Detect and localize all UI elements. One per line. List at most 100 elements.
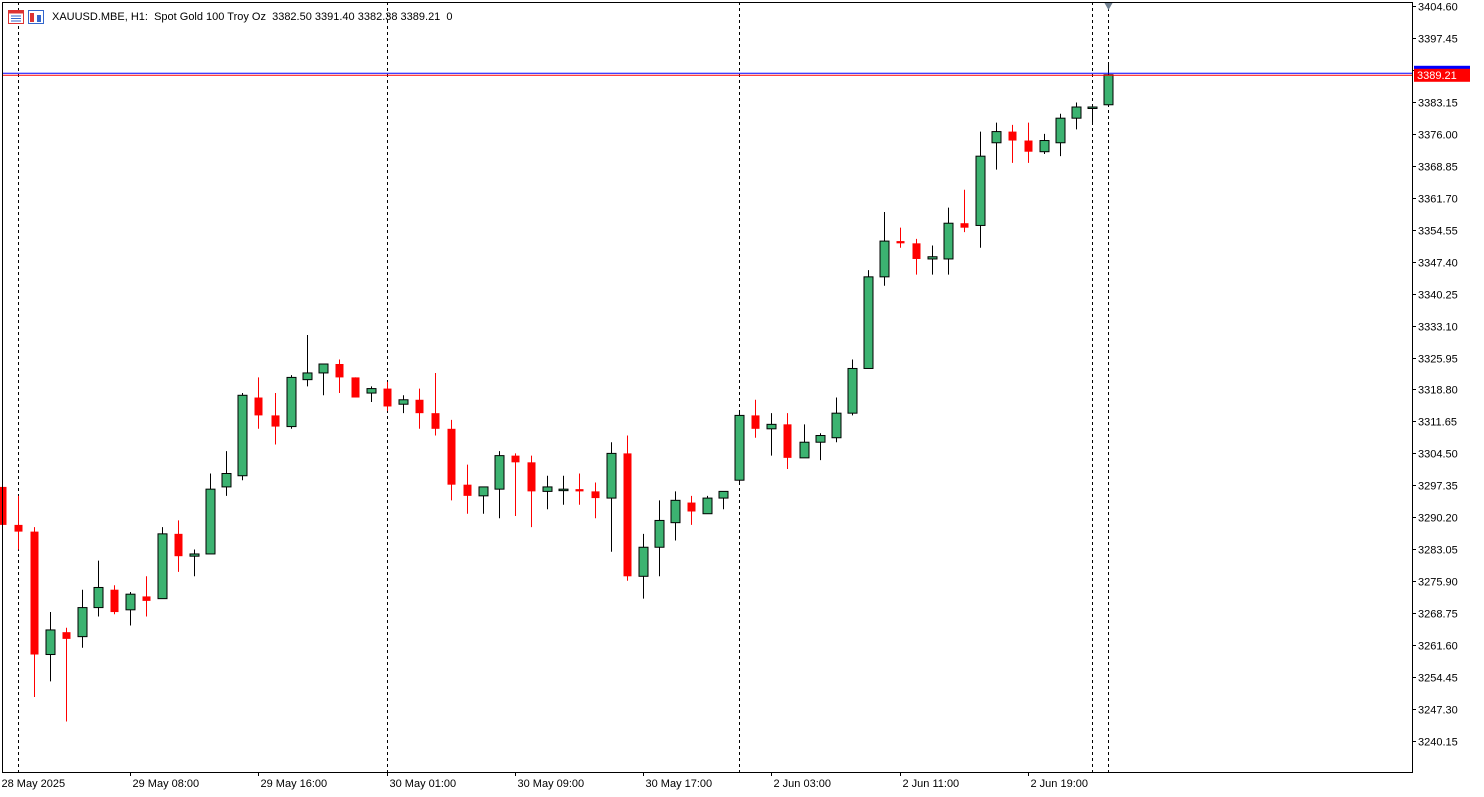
candle-body-bear xyxy=(351,377,360,398)
candle-body-bear xyxy=(110,589,119,613)
candle-body-bull xyxy=(863,276,874,369)
candle-body-bull xyxy=(286,376,297,428)
last-bar-marker xyxy=(1104,3,1113,10)
candle xyxy=(670,491,681,541)
x-tick-label: 28 May 2025 xyxy=(2,778,66,790)
candle xyxy=(718,490,729,510)
candle xyxy=(142,576,151,617)
candle xyxy=(606,442,617,552)
candle xyxy=(687,495,696,525)
candle-body-bull xyxy=(766,423,777,430)
y-tick-label: 3340.25 xyxy=(1418,290,1458,302)
candle xyxy=(623,435,632,581)
y-tick-label: 3347.40 xyxy=(1418,258,1458,270)
candle-body-bear xyxy=(912,243,921,259)
trade-panel-icon[interactable] xyxy=(28,10,44,24)
candle-body-bear xyxy=(431,413,440,429)
candle-body-bull xyxy=(1087,106,1098,110)
candle-body-bull xyxy=(1071,106,1082,119)
candle-body-bull xyxy=(718,490,729,499)
candle xyxy=(189,549,200,577)
candle-body-bull xyxy=(558,488,569,492)
y-tick-label: 3261.60 xyxy=(1418,641,1458,653)
y-tick-label: 3376.00 xyxy=(1418,130,1458,142)
candle-body-bull xyxy=(734,414,745,481)
candle-body-bear xyxy=(1008,131,1017,141)
candle xyxy=(1008,124,1017,163)
candle xyxy=(398,395,409,414)
candle xyxy=(271,393,280,445)
x-tick-label: 29 May 16:00 xyxy=(261,778,328,790)
candle xyxy=(30,527,39,697)
y-tick-label: 3268.75 xyxy=(1418,609,1458,621)
candle-body-bull xyxy=(189,553,200,557)
candle-body-bull xyxy=(799,441,810,459)
candle-body-bull xyxy=(494,455,505,490)
candle xyxy=(1039,133,1050,154)
candle xyxy=(960,189,969,233)
candle xyxy=(943,207,954,275)
candle xyxy=(766,413,777,456)
candle-body-bull xyxy=(542,486,553,492)
candle-body-bull xyxy=(638,546,649,577)
chart-header: XAUUSD.MBE, H1: Spot Gold 100 Troy Oz 33… xyxy=(8,8,453,26)
candle xyxy=(494,451,505,519)
candle-body-bear xyxy=(271,415,280,427)
candle xyxy=(447,419,456,501)
candle xyxy=(77,589,88,648)
candle-body-bear xyxy=(142,596,151,601)
candle-body-bear xyxy=(687,502,696,512)
candle xyxy=(751,399,760,438)
candle xyxy=(1055,113,1066,157)
candle-body-bull xyxy=(654,519,665,548)
candle xyxy=(383,381,392,411)
candle-body-bull xyxy=(205,488,216,555)
chart-window-icon[interactable] xyxy=(8,10,24,24)
candle xyxy=(62,627,71,722)
candle xyxy=(638,533,649,599)
candle-body-bull xyxy=(45,629,56,656)
price-tag xyxy=(1414,67,1470,82)
candle xyxy=(1024,122,1033,163)
candle-body-bull xyxy=(221,473,232,488)
candle xyxy=(879,212,890,286)
candle-body-bear xyxy=(383,388,392,407)
candle-body-bear xyxy=(62,632,71,639)
candle-body-bull xyxy=(670,499,681,524)
candle xyxy=(463,464,472,514)
candle-body-bull xyxy=(815,435,826,443)
x-tick-label: 30 May 17:00 xyxy=(646,778,713,790)
candle-body-bull xyxy=(237,394,248,477)
candle xyxy=(863,270,874,369)
candle xyxy=(221,451,232,496)
candle xyxy=(366,386,377,402)
candle xyxy=(783,413,792,470)
y-tick-label: 3368.85 xyxy=(1418,162,1458,174)
candle-body-bull xyxy=(1103,74,1114,106)
candle xyxy=(415,388,424,429)
candle-body-bull xyxy=(302,372,313,381)
candle xyxy=(815,433,826,461)
candle xyxy=(431,372,440,436)
candle-body-bear xyxy=(335,364,344,378)
candle-body-bull xyxy=(93,586,104,609)
y-tick-label: 3311.65 xyxy=(1418,417,1457,429)
candle-body-bear xyxy=(447,428,456,485)
candle xyxy=(831,397,842,443)
candle-body-bull xyxy=(991,131,1002,144)
candle-body-bear xyxy=(14,524,23,532)
candle xyxy=(302,334,313,387)
y-tick-label: 3297.35 xyxy=(1418,481,1458,493)
candle-body-bull xyxy=(478,486,489,497)
candle-body-bear xyxy=(783,424,792,458)
candle-body-bull xyxy=(1039,140,1050,153)
candle-body-bull xyxy=(702,497,713,515)
candle-body-bull xyxy=(831,412,842,439)
candle xyxy=(335,359,344,394)
candle-body-bear xyxy=(463,484,472,496)
candle-body-bear xyxy=(30,531,39,655)
candle-body-bear xyxy=(623,453,632,577)
candle xyxy=(1071,102,1082,130)
